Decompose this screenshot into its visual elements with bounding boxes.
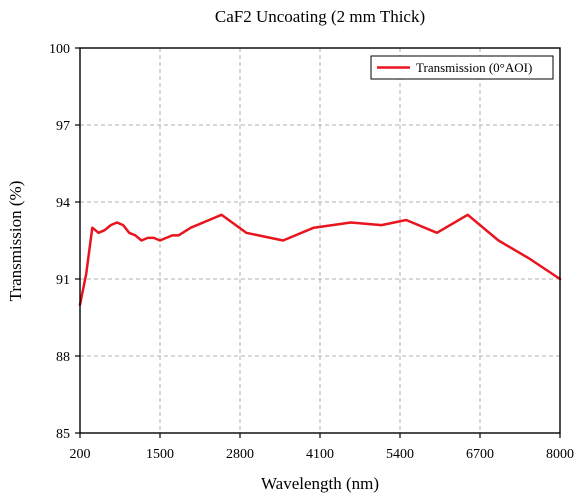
y-tick-label: 100 [49,42,70,57]
series-line-transmission [78,213,562,306]
x-axis: 200 1500 2800 4100 5400 6700 8000 [70,433,574,462]
chart-title: CaF2 Uncoating (2 mm Thick) [215,7,425,26]
y-tick-label: 88 [56,350,70,365]
x-tick-label: 200 [70,447,91,462]
legend-label: Transmission (0°AOI) [416,60,532,75]
x-tick-label: 4100 [306,447,334,462]
y-tick-label: 85 [56,427,70,442]
y-tick-label: 91 [56,273,70,288]
y-axis-title: Transmission (%) [6,181,25,302]
legend-box [370,55,554,80]
y-tick-label: 97 [56,119,70,134]
x-tick-label: 6700 [466,447,494,462]
y-axis: 85 88 91 94 97 100 [49,42,80,442]
x-tick-label: 5400 [386,447,414,462]
x-tick-label: 1500 [146,447,174,462]
legend: Transmission (0°AOI) [370,55,554,80]
grid [80,48,560,433]
x-axis-title: Wavelength (nm) [261,474,379,493]
x-tick-label: 2800 [226,447,254,462]
plot-area [78,213,562,306]
x-tick-label: 8000 [546,447,574,462]
y-tick-label: 94 [56,196,70,211]
